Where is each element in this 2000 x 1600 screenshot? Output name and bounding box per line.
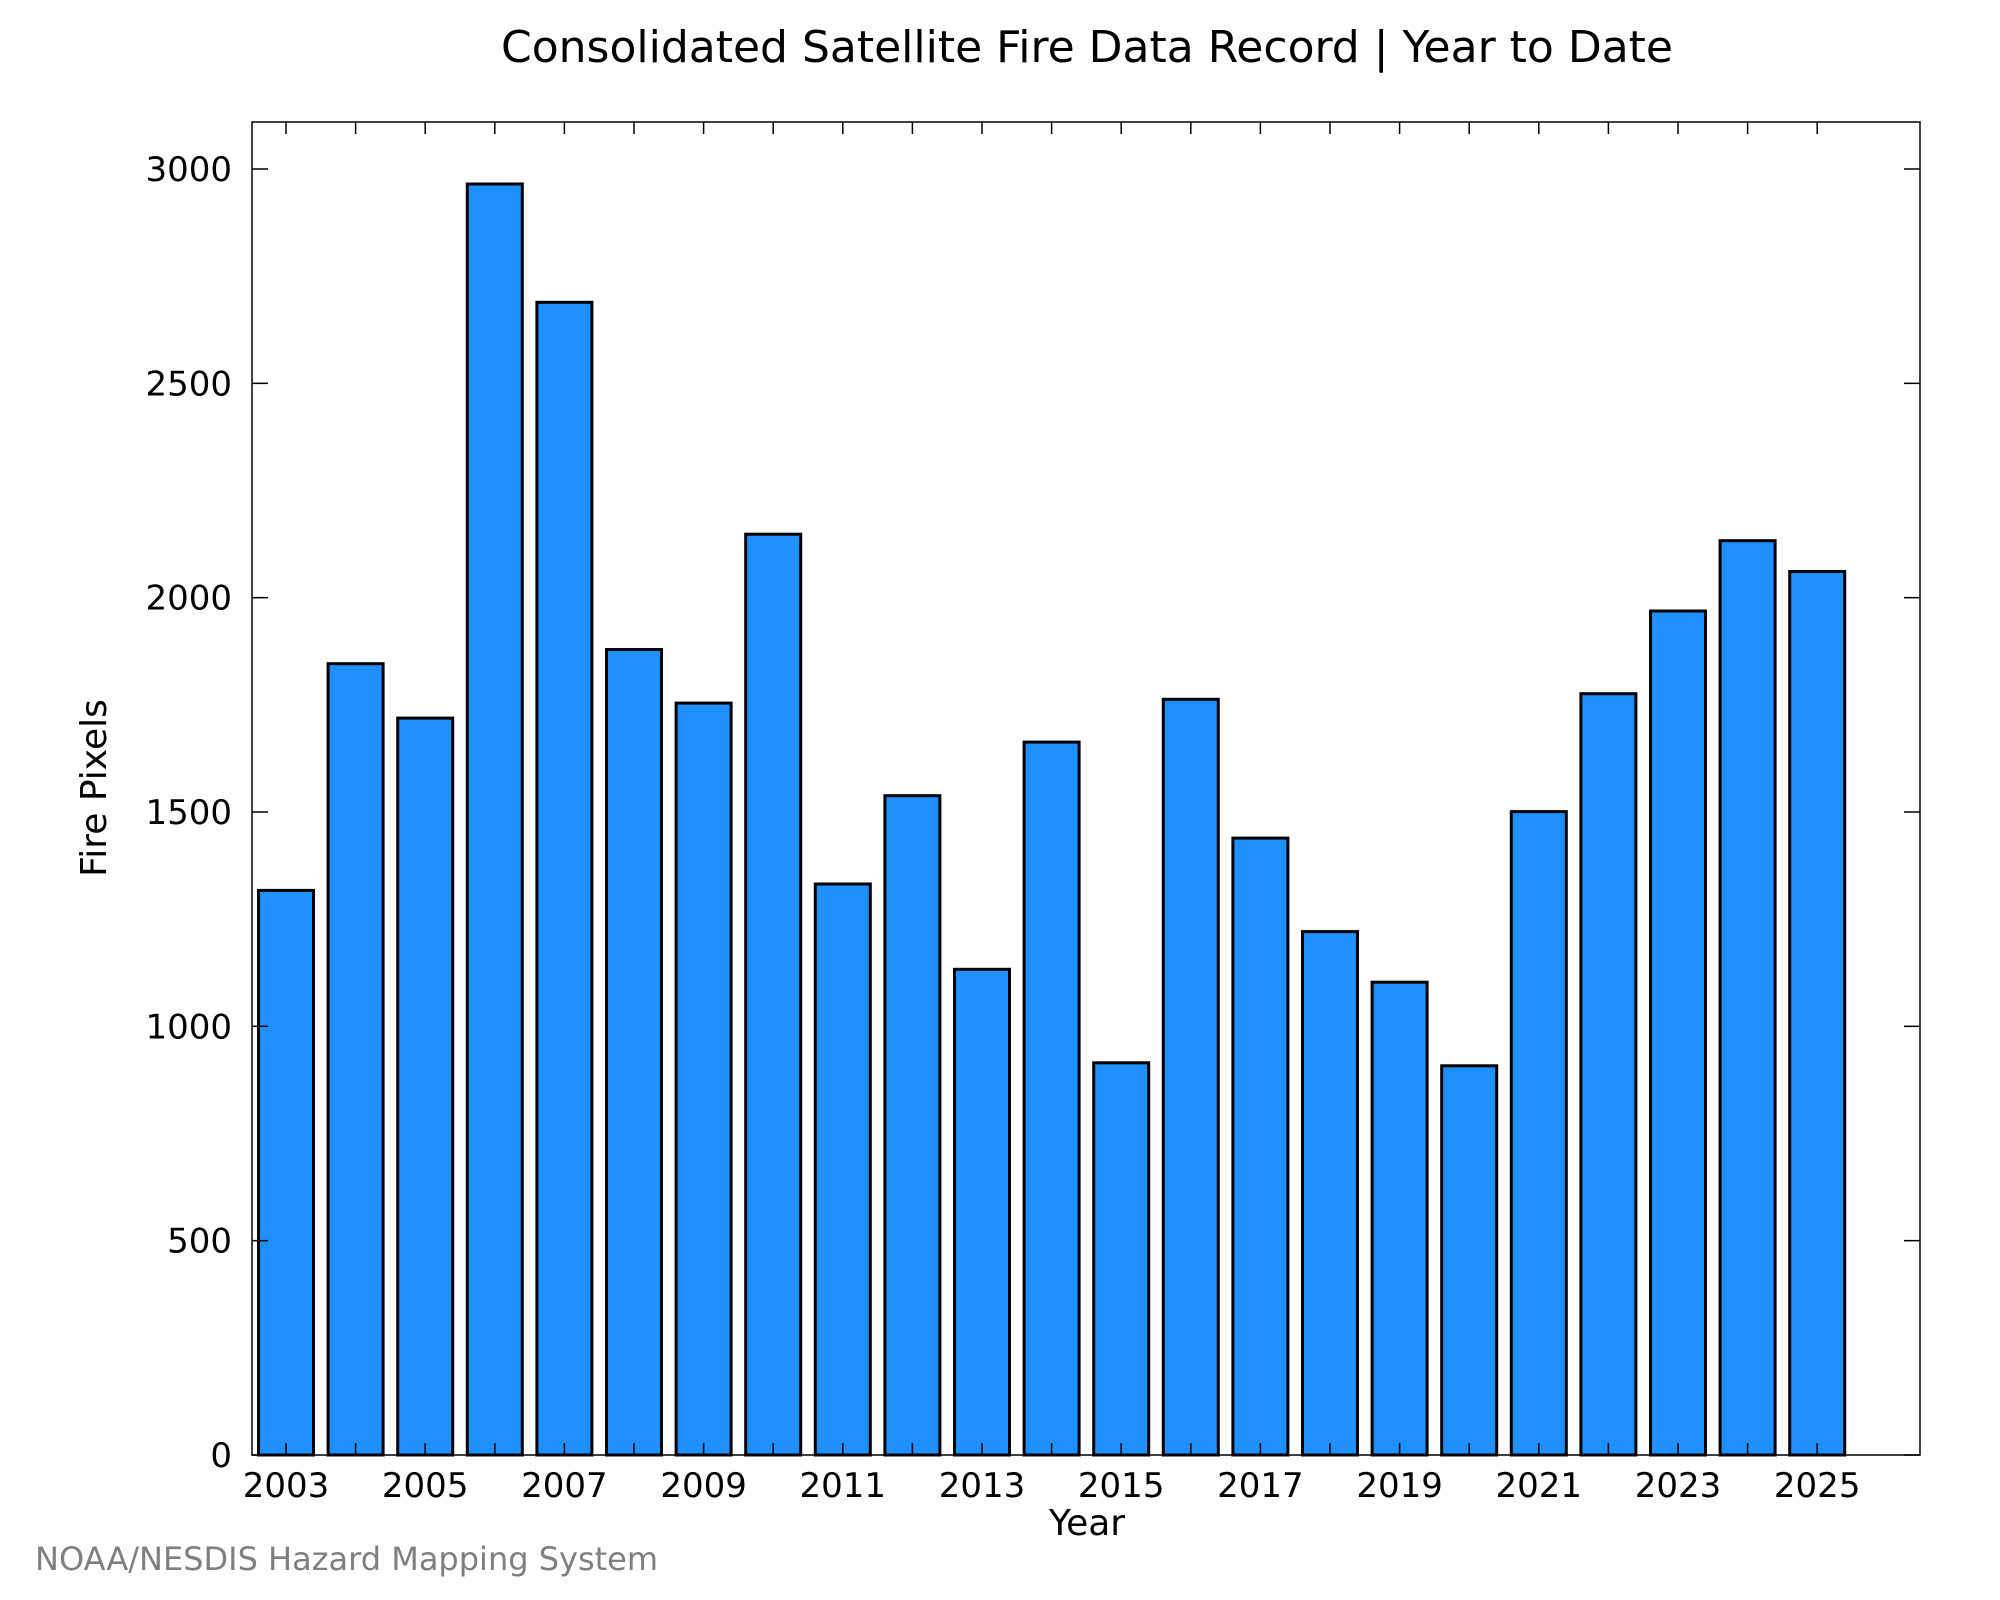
source-credit: NOAA/NESDIS Hazard Mapping System [35, 1540, 659, 1578]
y-tick-label-1000: 1000 [145, 1007, 232, 1047]
y-tick-label-2500: 2500 [145, 364, 232, 404]
y-tick-label-0: 0 [210, 1436, 232, 1476]
y-tick-label-3000: 3000 [145, 150, 232, 190]
bar-2012 [883, 794, 942, 1457]
y-axis-label: Fire Pixels [74, 699, 115, 877]
x-tick-label-2003: 2003 [243, 1466, 330, 1506]
x-tick-label-2017: 2017 [1217, 1466, 1304, 1506]
bar-2003 [257, 888, 315, 1457]
x-axis-label: Year [1048, 1503, 1125, 1544]
bar-2025 [1788, 570, 1847, 1457]
bars-group [257, 182, 1847, 1457]
bar-2015 [1092, 1061, 1151, 1457]
bar-2016 [1161, 697, 1220, 1457]
x-tick-label-2009: 2009 [660, 1466, 747, 1506]
bar-2014 [1022, 740, 1081, 1457]
x-tick-label-2021: 2021 [1496, 1466, 1583, 1506]
bar-2004 [326, 662, 385, 1457]
bar-2019 [1370, 980, 1429, 1457]
bar-2008 [605, 648, 663, 1457]
x-tick-label-2015: 2015 [1078, 1466, 1165, 1506]
bar-2013 [953, 967, 1011, 1457]
x-tick-label-2019: 2019 [1356, 1466, 1443, 1506]
x-tick-label-2005: 2005 [382, 1466, 469, 1506]
bar-2011 [813, 882, 872, 1457]
x-tick-label-2007: 2007 [521, 1466, 608, 1506]
x-tick-label-2025: 2025 [1774, 1466, 1861, 1506]
x-tick-label-2023: 2023 [1635, 1466, 1722, 1506]
bar-2009 [674, 701, 733, 1457]
bar-2018 [1301, 930, 1359, 1457]
bar-2023 [1649, 609, 1707, 1457]
bar-2017 [1231, 836, 1290, 1457]
plot-frame [251, 121, 1921, 1456]
x-axis: 2003 2005 2007 2009 2011 2013 2015 2017 2019 2021… [243, 122, 1861, 1506]
y-axis: 0 500 1000 1500 2000 2500 3000 [145, 150, 1920, 1476]
y-tick-label-500: 500 [167, 1222, 232, 1262]
chart-title: Consolidated Satellite Fire Data Record … [501, 22, 1673, 73]
bar-2007 [535, 300, 594, 1457]
y-tick-label-2000: 2000 [145, 579, 232, 619]
bar-2006 [465, 182, 524, 1457]
y-tick-label-1500: 1500 [145, 793, 232, 833]
bar-2010 [744, 532, 803, 1457]
bar-2024 [1718, 539, 1777, 1457]
x-tick-label-2013: 2013 [939, 1466, 1026, 1506]
bar-2021 [1509, 810, 1568, 1457]
bar-2022 [1579, 692, 1638, 1457]
bar-2020 [1440, 1064, 1499, 1457]
x-tick-label-2011: 2011 [800, 1466, 887, 1506]
bar-2005 [396, 716, 455, 1457]
